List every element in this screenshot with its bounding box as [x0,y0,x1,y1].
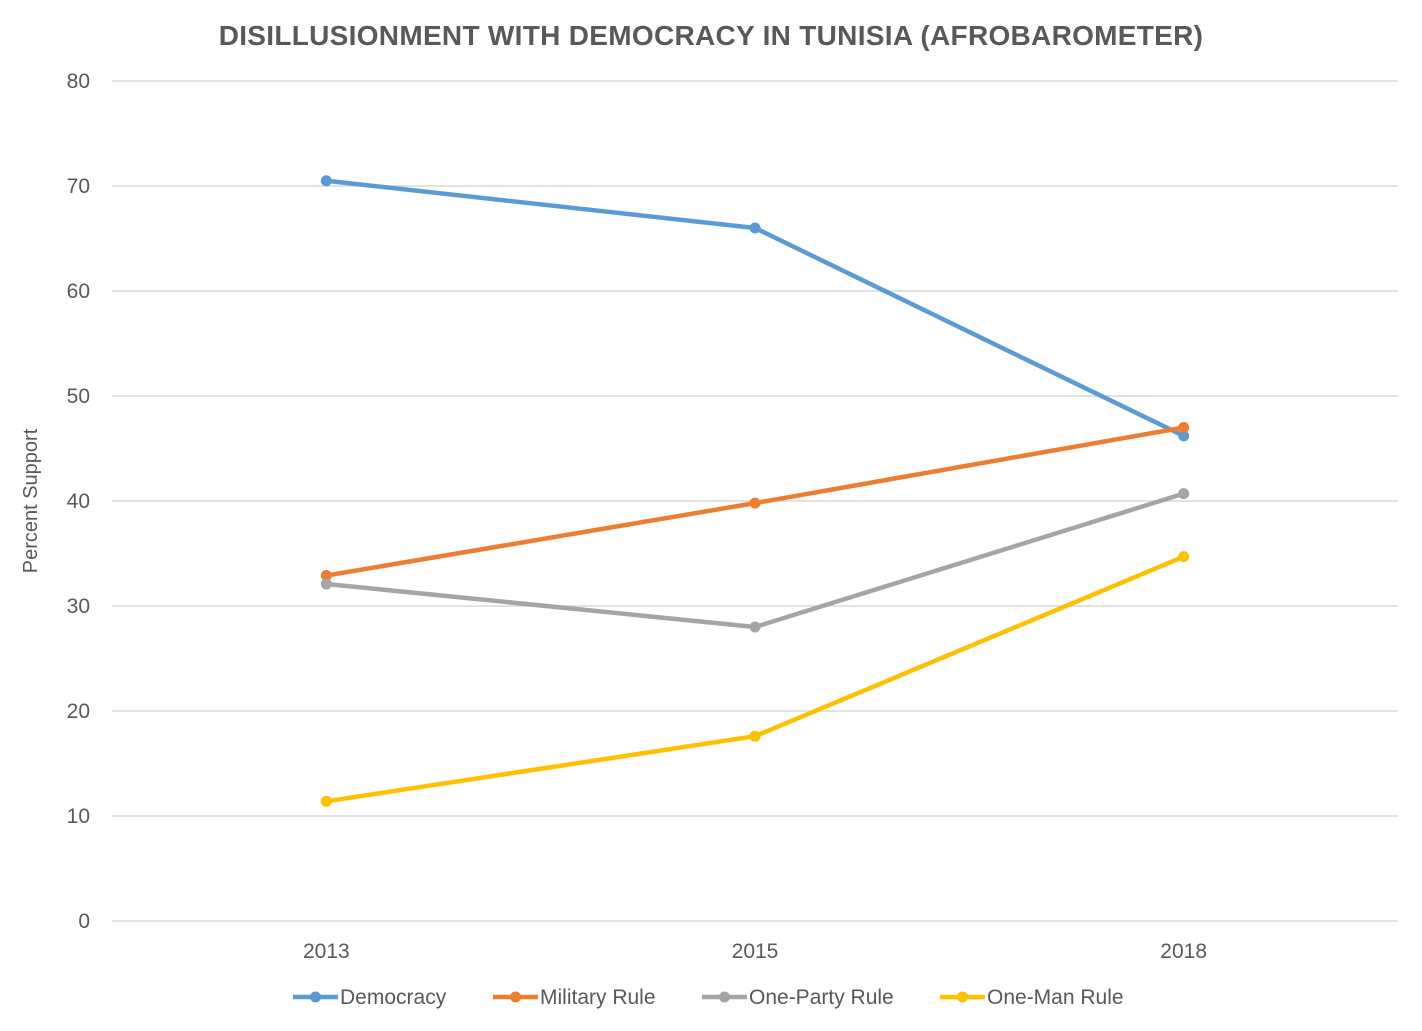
y-axis-ticks: 0 10 20 30 40 50 60 70 80 [67,70,90,933]
data-point [1178,488,1190,500]
chart-title: DISILLUSIONMENT WITH DEMOCRACY IN TUNISI… [219,20,1204,51]
legend-swatch-marker [957,991,968,1003]
legend-label: Democracy [340,986,447,1009]
series [320,175,1190,807]
data-point [320,570,332,582]
legend-item: One-Party Rule [702,986,894,1009]
legend-item: Democracy [293,986,447,1009]
data-point [749,730,761,742]
series-one-party-rule [320,488,1190,633]
data-point [320,795,332,807]
data-point [320,175,332,187]
y-tick-label: 30 [67,595,90,618]
y-tick-label: 0 [78,910,90,933]
series-line [324,491,1186,630]
legend-label: One-Man Rule [987,986,1124,1009]
series-line [324,178,1186,439]
y-tick-label: 50 [67,385,90,408]
series-democracy [320,175,1190,442]
data-point [749,497,761,509]
legend-label: One-Party Rule [749,986,894,1009]
data-point [1178,430,1190,442]
y-tick-label: 60 [67,280,90,303]
series-one-man-rule [320,551,1190,807]
legend-item: Military Rule [493,986,656,1009]
y-tick-label: 40 [67,490,90,513]
y-tick-label: 10 [67,805,90,828]
legend-swatch-marker [719,991,730,1003]
y-tick-label: 20 [67,700,90,723]
legend-swatch-marker [510,991,521,1003]
x-tick-label: 2015 [732,940,779,963]
legend-swatch-marker [310,991,321,1003]
legend-label: Military Rule [540,986,656,1009]
x-tick-label: 2013 [303,940,350,963]
data-point [320,578,332,590]
series-military-rule [320,422,1190,582]
x-tick-label: 2018 [1160,940,1207,963]
data-point [749,222,761,234]
x-axis-ticks: 2013 2015 2018 [303,940,1207,963]
y-axis-label: Percent Support [20,428,42,573]
data-point [1178,422,1190,433]
series-line [324,554,1186,804]
data-point [1178,551,1190,563]
legend-item: One-Man Rule [940,986,1124,1009]
y-tick-label: 80 [67,70,90,93]
y-tick-label: 70 [67,175,90,198]
data-point [749,621,761,633]
legend: Democracy Military Rule One-Party Rule One-… [293,986,1124,1009]
